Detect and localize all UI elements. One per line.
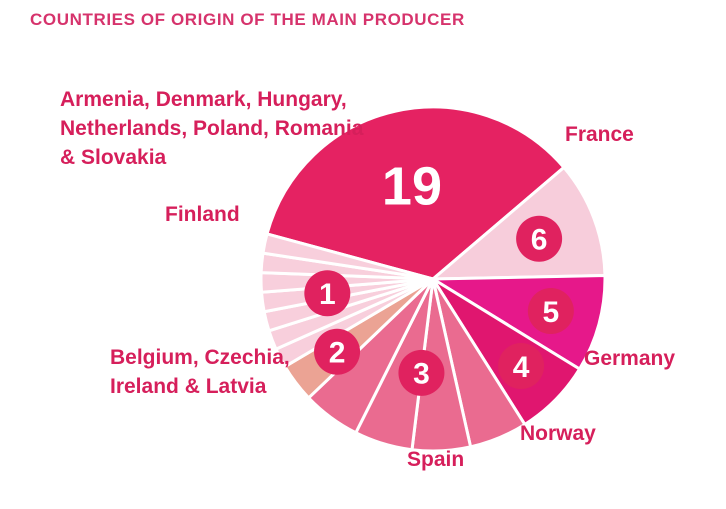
data-label-value-19: 19 bbox=[382, 156, 442, 216]
label-france: France bbox=[565, 123, 634, 146]
data-label-value-6: 6 bbox=[531, 223, 548, 256]
label-group1-line3: & Slovakia bbox=[60, 145, 167, 169]
label-germany: Germany bbox=[584, 347, 676, 370]
badge-circle-2 bbox=[314, 328, 361, 375]
label-group3-line1: Belgium, Czechia, bbox=[110, 346, 290, 369]
pie-slice-slovakia bbox=[261, 232, 435, 281]
label-group1-line2: Netherlands, Poland, Romania bbox=[60, 116, 364, 140]
data-label-value-3: 3 bbox=[413, 358, 430, 391]
data-label-value-5: 5 bbox=[543, 296, 560, 329]
data-label-value-4: 4 bbox=[513, 351, 530, 384]
badge-circle-5 bbox=[527, 288, 574, 335]
badge-circle-6 bbox=[516, 215, 563, 262]
pie-slice-germany bbox=[431, 165, 607, 281]
badge-circle-4 bbox=[498, 343, 545, 390]
pie-slice-france bbox=[265, 105, 566, 281]
label-finland: Finland bbox=[165, 203, 240, 226]
data-label-value-2: 2 bbox=[329, 337, 346, 370]
data-label-value-1: 1 bbox=[319, 278, 336, 311]
label-spain: Spain bbox=[407, 448, 465, 471]
badge-circle-3 bbox=[398, 349, 445, 396]
label-single-producer-countries: Armenia, Denmark, Hungary, Netherlands, … bbox=[60, 86, 363, 173]
label-group1-line1: Armenia, Denmark, Hungary, bbox=[60, 88, 347, 111]
badge-circle-1 bbox=[304, 270, 351, 317]
chart-title: COUNTRIES OF ORIGIN OF THE MAIN PRODUCER bbox=[30, 10, 465, 29]
label-norway: Norway bbox=[520, 422, 596, 445]
label-belgium-czechia-ireland-latvia: Belgium, Czechia, Ireland & Latvia bbox=[110, 344, 290, 402]
label-group3-line2: Ireland & Latvia bbox=[110, 374, 267, 398]
